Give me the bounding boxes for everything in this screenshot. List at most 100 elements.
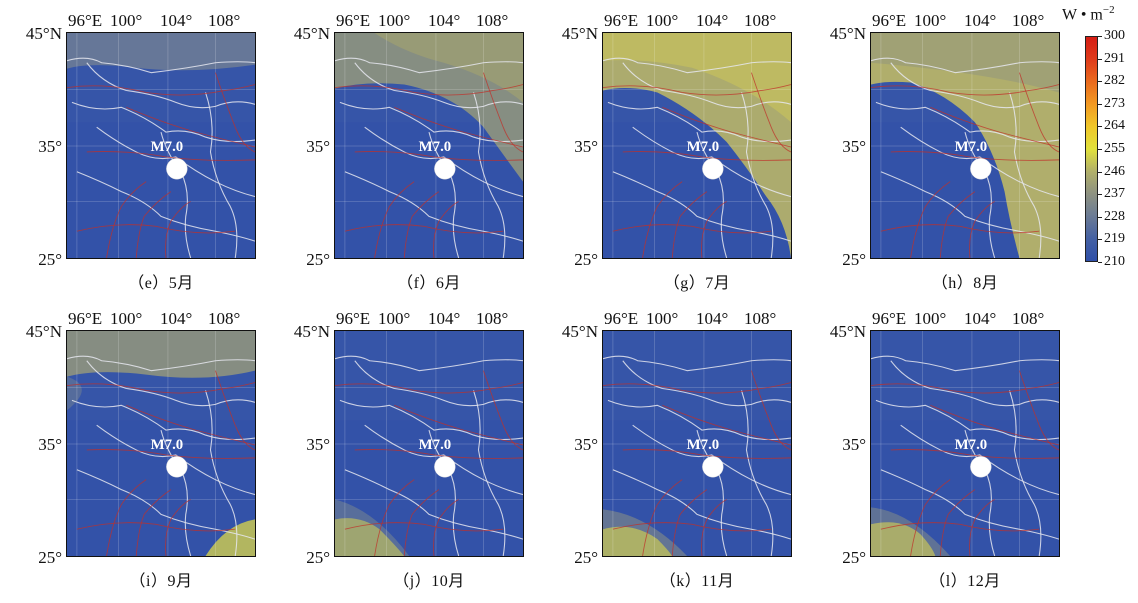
province-border bbox=[607, 101, 791, 143]
epicenter-marker bbox=[434, 456, 456, 478]
legend-tick-label: 237 bbox=[1104, 186, 1125, 202]
province-border bbox=[603, 355, 791, 372]
fault-line bbox=[671, 489, 708, 556]
province-border bbox=[964, 429, 996, 556]
longitude-label: 104° bbox=[964, 309, 997, 328]
fault-line bbox=[374, 181, 415, 258]
fault-line bbox=[86, 151, 255, 161]
province-border bbox=[871, 355, 1059, 372]
legend-tick-mark bbox=[1098, 194, 1102, 196]
province-border bbox=[86, 62, 255, 109]
panel-caption: （k）11月 bbox=[659, 573, 735, 590]
map-frame: M7.0 bbox=[334, 32, 524, 259]
longitude-label: 108° bbox=[1012, 309, 1045, 328]
province-border bbox=[741, 390, 774, 556]
province-border bbox=[160, 429, 192, 556]
fault-line bbox=[106, 181, 147, 258]
legend-tick-label: 300 bbox=[1104, 28, 1125, 43]
fault-line bbox=[135, 489, 172, 556]
epicenter-marker bbox=[166, 158, 188, 180]
background-field bbox=[67, 420, 255, 556]
province-border bbox=[339, 399, 523, 441]
legend-tick-label: 264 bbox=[1104, 118, 1125, 134]
fault-line bbox=[482, 370, 523, 451]
longitude-label: 104° bbox=[428, 11, 461, 30]
panel-caption: （l）12月 bbox=[929, 573, 1001, 590]
province-border bbox=[622, 360, 791, 407]
map-canvas: M7.0 bbox=[603, 33, 791, 258]
fault-line bbox=[939, 191, 976, 258]
fault-line bbox=[871, 382, 1059, 394]
fault-line bbox=[106, 479, 147, 556]
province-border bbox=[205, 390, 238, 556]
map-canvas: M7.0 bbox=[871, 33, 1059, 258]
province-border bbox=[875, 399, 1059, 441]
province-border bbox=[964, 131, 996, 258]
province-border bbox=[339, 101, 523, 143]
longitude-label: 100° bbox=[646, 11, 679, 30]
epicenter-marker bbox=[434, 158, 456, 180]
legend-unit-text: W • m bbox=[1062, 6, 1103, 24]
province-border bbox=[67, 57, 255, 74]
province-border bbox=[473, 92, 506, 258]
longitude-label: 104° bbox=[160, 11, 193, 30]
magnitude-label: M7.0 bbox=[151, 437, 184, 453]
province-border bbox=[354, 62, 523, 109]
fault-line bbox=[701, 201, 727, 258]
longitude-label: 100° bbox=[914, 11, 947, 30]
province-border bbox=[71, 101, 255, 143]
legend-tick-label: 255 bbox=[1104, 141, 1125, 156]
map-frame: M7.0 bbox=[66, 32, 256, 259]
province-border bbox=[96, 424, 255, 496]
background-field bbox=[335, 122, 523, 258]
panel-caption: （i）9月 bbox=[129, 573, 193, 590]
legend-tick-label: 210 bbox=[1104, 254, 1125, 269]
longitude-label: 100° bbox=[378, 309, 411, 328]
fault-line bbox=[890, 449, 1059, 459]
province-border bbox=[335, 57, 523, 74]
province-border bbox=[612, 171, 791, 242]
latitude-label: 45°N bbox=[25, 322, 62, 341]
province-border bbox=[364, 126, 523, 198]
background-field bbox=[67, 122, 255, 258]
fault-line bbox=[750, 370, 791, 451]
longitude-label: 108° bbox=[208, 11, 241, 30]
fault-line bbox=[67, 382, 255, 394]
latitude-label: 35° bbox=[38, 137, 62, 156]
longitude-label: 100° bbox=[646, 309, 679, 328]
fault-line bbox=[214, 370, 255, 451]
fault-line bbox=[344, 522, 504, 532]
fault-line bbox=[165, 499, 191, 556]
magnitude-label: M7.0 bbox=[955, 437, 988, 453]
province-border bbox=[890, 360, 1059, 407]
latitude-label: 35° bbox=[306, 137, 330, 156]
magnitude-label: M7.0 bbox=[419, 437, 452, 453]
epicenter-marker bbox=[970, 158, 992, 180]
fault-line bbox=[214, 72, 255, 153]
province-border bbox=[900, 424, 1059, 496]
map-panel: 96°E 100° 104° 108° 45°N 35° 25° M7.0 （e）5月 bbox=[26, 0, 336, 292]
fault-line bbox=[394, 106, 523, 148]
legend-tick-mark bbox=[1098, 126, 1102, 128]
radiation-anomaly-zone bbox=[871, 507, 951, 556]
fault-line bbox=[482, 72, 523, 153]
magnitude-label: M7.0 bbox=[955, 139, 988, 155]
radiation-anomaly-zone bbox=[67, 33, 255, 71]
province-border bbox=[696, 131, 728, 258]
legend-tick-mark bbox=[1098, 58, 1102, 60]
legend-unit-exponent: −2 bbox=[1102, 4, 1115, 16]
fault-line bbox=[344, 224, 504, 234]
colorbar-legend: W • m−2 300 291 282 273 264 255 246 237 228 219 21… bbox=[1062, 0, 1138, 280]
longitude-label: 96°E bbox=[872, 11, 907, 30]
map-frame: M7.0 bbox=[334, 330, 524, 557]
latitude-label: 45°N bbox=[561, 322, 598, 341]
fault-line bbox=[394, 404, 523, 446]
fault-line bbox=[603, 382, 791, 394]
fault-line bbox=[662, 404, 791, 446]
fault-line bbox=[1018, 72, 1059, 153]
longitude-label: 96°E bbox=[336, 11, 371, 30]
fault-line bbox=[433, 201, 459, 258]
legend-unit: W • m−2 bbox=[1062, 4, 1115, 24]
radiation-anomaly-zone bbox=[205, 519, 255, 556]
legend-tick-label: 282 bbox=[1104, 73, 1125, 89]
